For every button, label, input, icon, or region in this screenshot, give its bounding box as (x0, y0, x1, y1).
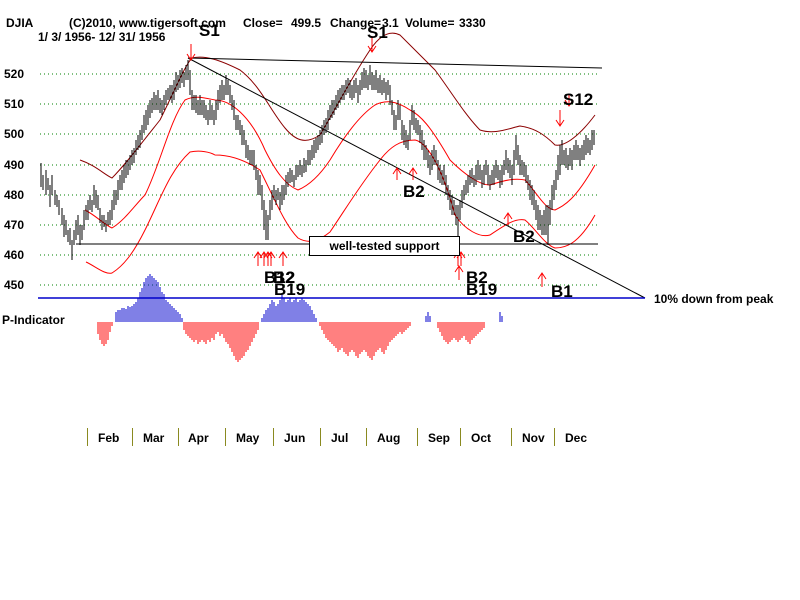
month-jun: Jun (284, 431, 306, 445)
ten-percent-down-label: 10% down from peak (654, 292, 774, 306)
signal-b2-november: B2 (513, 227, 535, 246)
month-nov: Nov (522, 431, 545, 445)
y-label-470: 470 (4, 218, 25, 232)
month-tick (417, 428, 418, 446)
month-dec: Dec (565, 431, 588, 445)
p-indicator-label: P-Indicator (2, 313, 65, 327)
signal-b19-june: B19 (274, 280, 306, 299)
downtrend-line (187, 57, 646, 299)
month-mar: Mar (143, 431, 165, 445)
month-oct: Oct (471, 431, 492, 445)
close-label: Close= (243, 16, 283, 30)
month-jul: Jul (331, 431, 349, 445)
change-value: 3.1 (382, 16, 399, 30)
band-lower (85, 139, 596, 274)
signal-b2-august: B2 (403, 182, 425, 201)
month-sep: Sep (428, 431, 451, 445)
month-tick (511, 428, 512, 446)
resistance-line (187, 57, 603, 69)
volume-label: Volume= (405, 16, 455, 30)
month-tick (460, 428, 461, 446)
close-value: 499.5 (291, 16, 322, 30)
y-label-490: 490 (4, 158, 25, 172)
p-indicator-negative (97, 322, 485, 362)
y-label-520: 520 (4, 67, 25, 81)
change-label: Change= (330, 16, 382, 30)
signal-arrows (186, 36, 574, 287)
copyright-label: (C)2010, www.tigersoft.com (69, 16, 226, 30)
month-tick (178, 428, 179, 446)
month-tick (87, 428, 88, 446)
well-tested-support-label: well-tested support (309, 236, 460, 256)
month-apr: Apr (188, 431, 209, 445)
y-label-500: 500 (4, 127, 25, 141)
p-indicator-positive (115, 274, 503, 322)
month-may: May (236, 431, 260, 445)
month-tick (273, 428, 274, 446)
signal-b12-june: B12 (264, 268, 296, 287)
y-label-450: 450 (4, 278, 25, 292)
month-feb: Feb (98, 431, 120, 445)
price-bars (40, 60, 595, 260)
date-range: 1/ 3/ 1956- 12/ 31/ 1956 (38, 30, 166, 44)
signal-s1-april: S1 (199, 21, 220, 40)
signal-b2-june: B2 (273, 268, 295, 287)
signal-b2-september: B2 (466, 268, 488, 287)
signal-b1-november: B1 (551, 282, 573, 301)
symbol-label: DJIA (6, 16, 34, 30)
signal-b19-september: B19 (466, 280, 498, 299)
month-tick (554, 428, 555, 446)
y-label-460: 460 (4, 248, 25, 262)
y-label-480: 480 (4, 188, 25, 202)
month-tick (320, 428, 321, 446)
signal-s12-december: S12 (563, 90, 594, 109)
month-tick (132, 428, 133, 446)
signal-s1-august: S1 (367, 23, 388, 42)
y-label-510: 510 (4, 97, 25, 111)
month-aug: Aug (377, 431, 401, 445)
month-tick (366, 428, 367, 446)
month-tick (225, 428, 226, 446)
volume-value: 3330 (459, 16, 486, 30)
